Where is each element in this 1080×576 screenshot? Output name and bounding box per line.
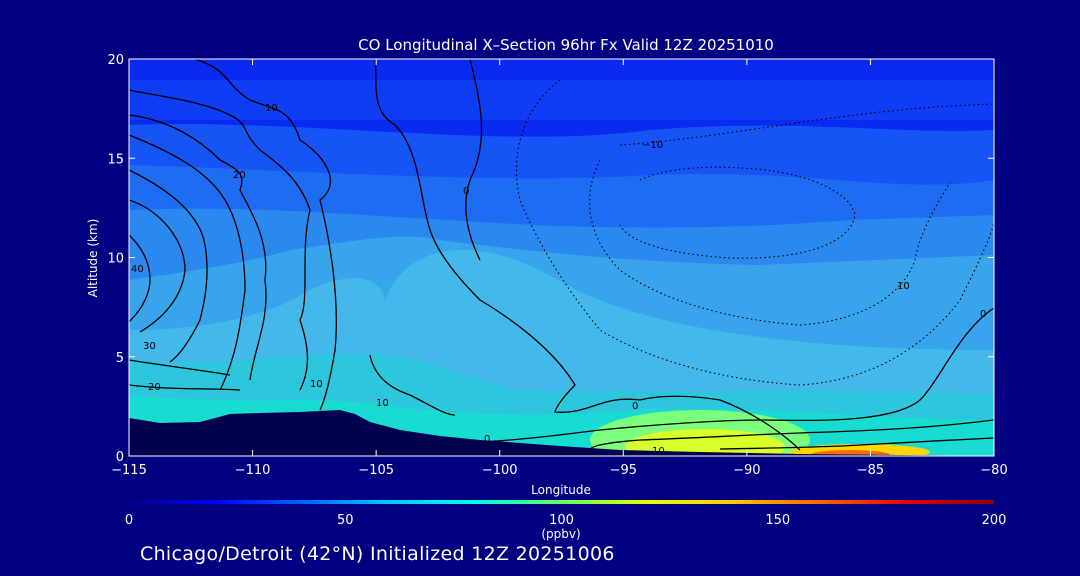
contour-label: 0 bbox=[632, 401, 638, 412]
y-axis-label: Altitude (km) bbox=[86, 219, 100, 298]
contour-line bbox=[369, 354, 456, 416]
negative-contours bbox=[515, 79, 994, 386]
contour-line bbox=[619, 103, 994, 146]
contour-label: 20 bbox=[148, 382, 161, 393]
terrain bbox=[129, 410, 994, 456]
contour-label: 10 bbox=[310, 379, 323, 390]
contour-label: 0 bbox=[980, 309, 986, 320]
y-tick-label: 15 bbox=[107, 152, 124, 167]
contour-line bbox=[719, 437, 994, 450]
contour-line bbox=[129, 234, 151, 323]
contour-label: 30 bbox=[143, 341, 156, 352]
contour-label: 40 bbox=[131, 264, 144, 275]
contour-label: 10 bbox=[265, 103, 278, 114]
y-tick-label: 10 bbox=[107, 252, 124, 267]
field-band-1 bbox=[129, 80, 994, 120]
chart-title: CO Longitudinal X–Section 96hr Fx Valid … bbox=[358, 36, 774, 54]
contour-line bbox=[589, 419, 994, 451]
x-tick-label: −105 bbox=[358, 463, 394, 478]
x-tick-label: −85 bbox=[857, 463, 884, 478]
contour-line bbox=[129, 89, 311, 391]
y-tick-label: 20 bbox=[107, 53, 124, 68]
colorbar-tick-label: 0 bbox=[125, 513, 133, 528]
contour-labels: 10 20 30 40 0 −10 10 0 10 20 10 0 0 10 bbox=[131, 103, 986, 456]
contour-line bbox=[129, 199, 186, 333]
contour-label: 0 bbox=[463, 186, 469, 197]
x-tick-label: −90 bbox=[733, 463, 760, 478]
colorbar-tick-label: 150 bbox=[765, 513, 790, 528]
colorbar-ticks: 0 50 100 150 200 bbox=[125, 513, 1007, 528]
subtitle: Chicago/Detroit (42°N) Initialized 12Z 2… bbox=[140, 543, 615, 565]
contour-line bbox=[129, 384, 241, 391]
x-tick-label: −80 bbox=[980, 463, 1007, 478]
contour-line bbox=[129, 134, 246, 391]
x-axis-label: Longitude bbox=[531, 483, 591, 497]
contour-line bbox=[589, 159, 951, 326]
contours bbox=[129, 59, 994, 451]
contour-label: 20 bbox=[233, 170, 246, 181]
x-tick-label: −115 bbox=[111, 463, 147, 478]
colorbar-tick-label: 100 bbox=[549, 513, 574, 528]
contour-line bbox=[619, 166, 856, 259]
x-tick-label: −110 bbox=[235, 463, 271, 478]
contour-line bbox=[194, 59, 337, 411]
colorbar-unit: (ppbv) bbox=[541, 527, 580, 541]
contour-line bbox=[465, 59, 483, 261]
contour-line bbox=[374, 59, 801, 451]
contour-label: 0 bbox=[484, 434, 490, 445]
contour-line bbox=[129, 359, 231, 376]
contour-line bbox=[129, 114, 267, 381]
x-tick-label: −100 bbox=[482, 463, 518, 478]
y-tick-label: 0 bbox=[116, 450, 124, 465]
contour-label: 10 bbox=[897, 281, 910, 292]
contour-label: 10 bbox=[376, 398, 389, 409]
plot-area: 10 20 30 40 0 −10 10 0 10 20 10 0 0 10 bbox=[129, 59, 994, 456]
colorbar bbox=[129, 500, 994, 504]
contour-line bbox=[515, 79, 994, 386]
colorbar-tick-label: 50 bbox=[337, 513, 354, 528]
contour-line bbox=[479, 307, 994, 443]
contour-label: −10 bbox=[642, 140, 663, 151]
x-tick-label: −95 bbox=[610, 463, 637, 478]
y-tick-label: 5 bbox=[116, 351, 124, 366]
colorbar-tick-label: 200 bbox=[982, 513, 1007, 528]
contour-line bbox=[129, 169, 208, 363]
